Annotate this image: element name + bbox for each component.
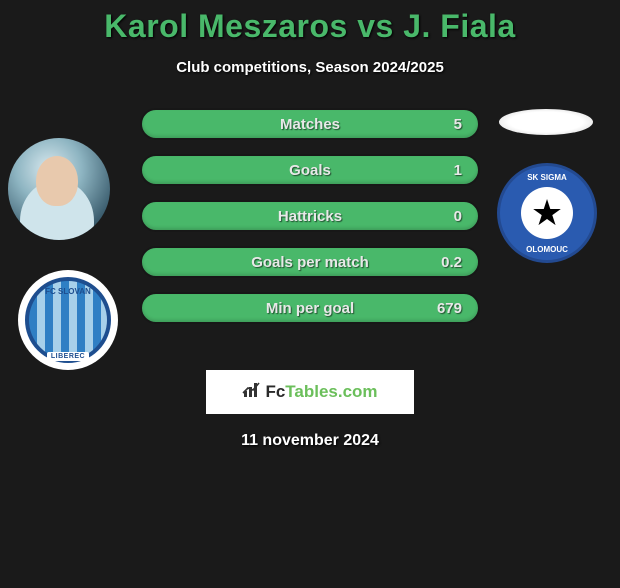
left-club-crest: FC SLOVAN LIBEREC <box>18 270 118 370</box>
left-crest-top-text: FC SLOVAN <box>45 287 91 296</box>
stat-value: 5 <box>454 116 462 133</box>
left-crest-bottom-text: LIBEREC <box>47 352 89 361</box>
brand-suffix: Tables.com <box>285 382 377 401</box>
stat-value: 679 <box>437 300 462 317</box>
stats-list: Matches 5 Goals 1 Hattricks 0 Goals per … <box>140 106 480 324</box>
stat-label: Matches <box>280 116 340 133</box>
stat-label: Goals <box>289 162 331 179</box>
page-title: Karol Meszaros vs J. Fiala <box>0 8 620 45</box>
subtitle: Club competitions, Season 2024/2025 <box>0 59 620 76</box>
stat-row-min-per-goal: Min per goal 679 <box>140 292 480 324</box>
chart-icon <box>242 381 262 404</box>
stat-label: Min per goal <box>266 300 354 317</box>
brand-text: FcTables.com <box>265 382 377 402</box>
stat-value: 0 <box>454 208 462 225</box>
right-crest-bottom-text: OLOMOUC <box>526 245 568 254</box>
stat-value: 1 <box>454 162 462 179</box>
date-label: 11 november 2024 <box>0 432 620 450</box>
stat-value: 0.2 <box>441 254 462 271</box>
stat-label: Goals per match <box>251 254 369 271</box>
right-crest-top-text: SK SIGMA <box>527 173 567 182</box>
left-player-avatar <box>8 138 110 240</box>
left-player-column: FC SLOVAN LIBEREC <box>8 106 123 370</box>
stat-row-goals-per-match: Goals per match 0.2 <box>140 246 480 278</box>
stat-label: Hattricks <box>278 208 342 225</box>
right-club-crest: SK SIGMA ★ OLOMOUC <box>497 163 597 263</box>
stat-row-goals: Goals 1 <box>140 154 480 186</box>
brand-box: FcTables.com <box>206 370 414 414</box>
stat-row-matches: Matches 5 <box>140 108 480 140</box>
star-icon: ★ <box>521 187 573 239</box>
comparison-panel: FC SLOVAN LIBEREC SK SIGMA ★ OLOMOUC Mat… <box>0 106 620 324</box>
right-player-avatar <box>499 109 593 135</box>
brand-prefix: Fc <box>265 382 285 401</box>
stat-row-hattricks: Hattricks 0 <box>140 200 480 232</box>
right-player-column: SK SIGMA ★ OLOMOUC <box>495 106 610 263</box>
